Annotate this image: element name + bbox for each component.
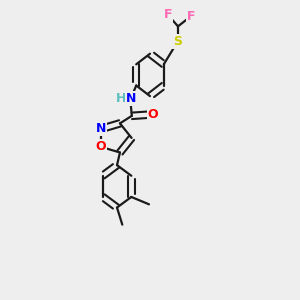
Text: F: F — [164, 8, 172, 21]
Text: F: F — [187, 10, 196, 22]
Text: O: O — [96, 140, 106, 153]
Text: S: S — [173, 34, 182, 48]
Text: O: O — [148, 108, 158, 121]
Text: N: N — [96, 122, 106, 135]
Text: H: H — [116, 92, 126, 105]
Text: N: N — [126, 92, 136, 105]
